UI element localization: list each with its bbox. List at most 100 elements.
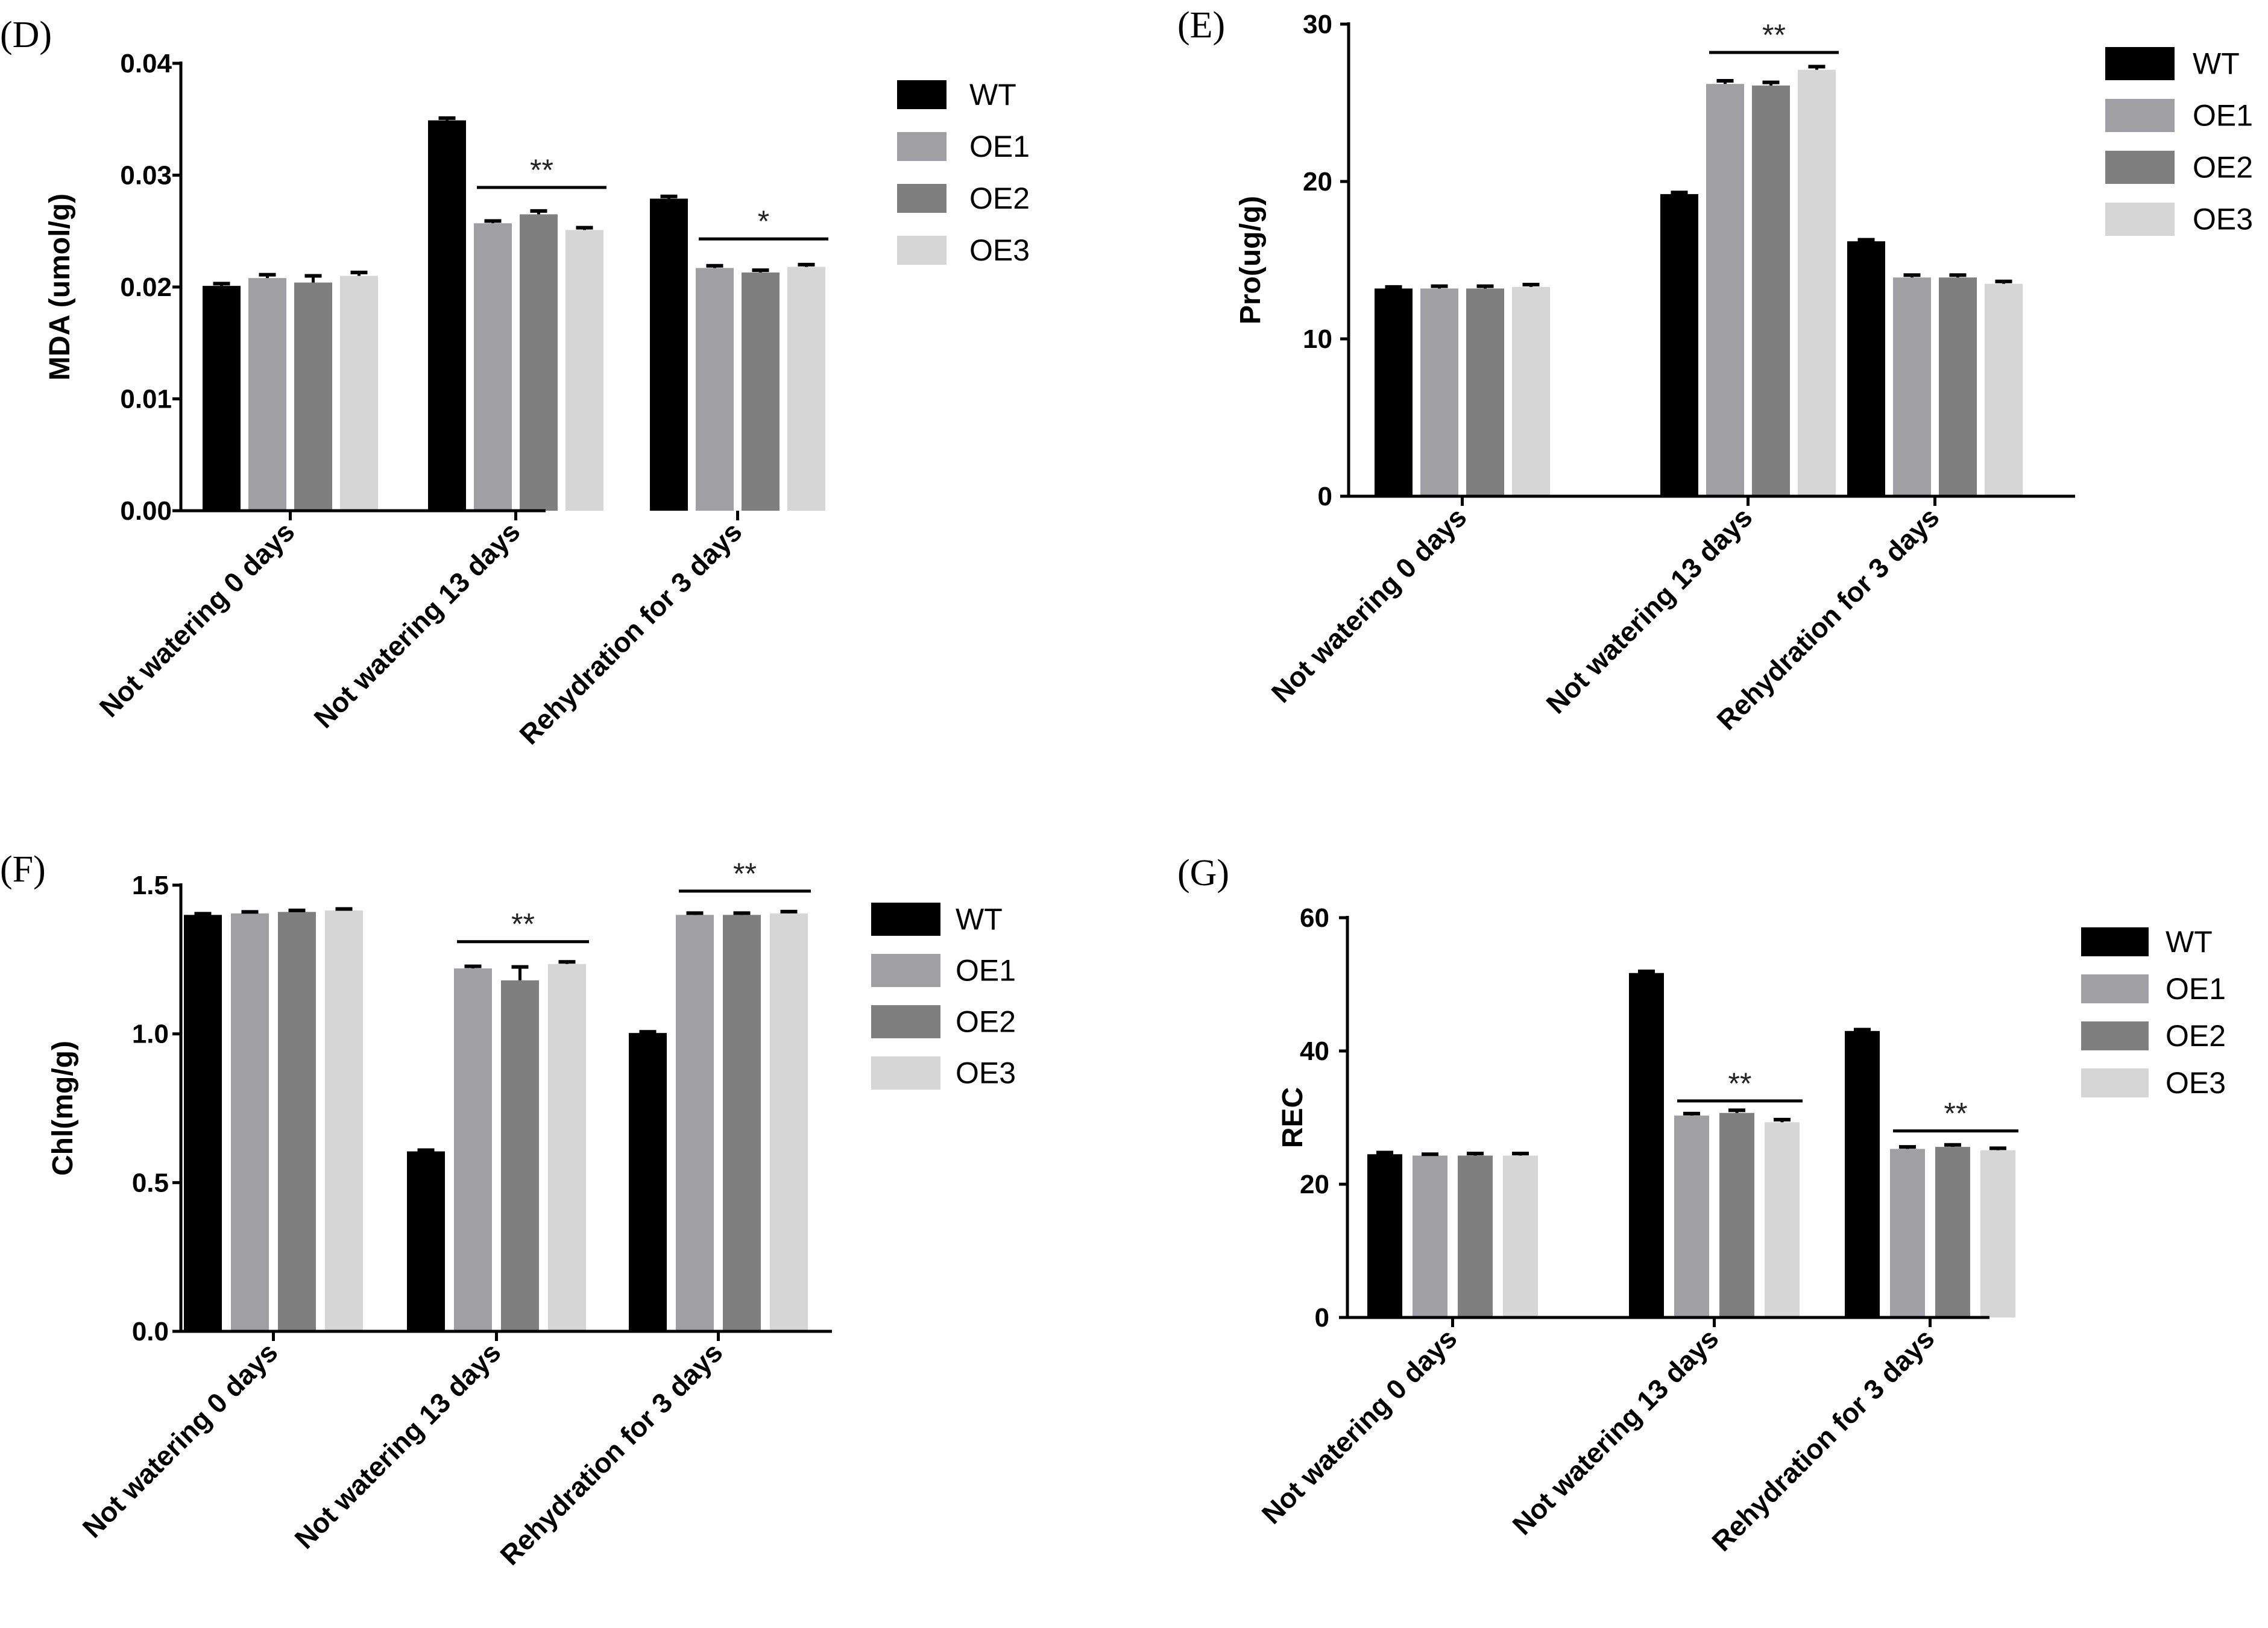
- significance-label: **: [1728, 1067, 1752, 1100]
- bar-wt: [1629, 973, 1664, 1317]
- legend-label: OE1: [956, 954, 1016, 988]
- bar-oe1: [1706, 84, 1744, 496]
- legend-label: OE1: [969, 130, 1030, 163]
- panel-letter: (D): [0, 14, 52, 55]
- x-category-label: Rehydration for 3 days: [494, 1336, 728, 1571]
- x-category-label: Not watering 13 days: [1540, 501, 1758, 719]
- legend-label: WT: [2193, 47, 2240, 81]
- chart-panel-4: (G) REC ** ** 0 20 40 60 Not watering 0 days Not …: [1177, 853, 2226, 1557]
- bar-oe1: [1893, 277, 1931, 496]
- bar-oe3: [548, 964, 586, 1331]
- legend-label: OE2: [2166, 1019, 2226, 1053]
- x-category-label: Not watering 0 days: [1256, 1322, 1463, 1530]
- bar-oe1: [474, 223, 512, 511]
- y-tick-label: 0.03: [120, 161, 172, 191]
- y-tick-label: 20: [1300, 1170, 1329, 1199]
- bar-wt: [407, 1151, 445, 1331]
- x-category-label: Not watering 13 days: [307, 516, 526, 734]
- legend: WT OE1 OE2 OE3: [2105, 47, 2253, 236]
- y-axis-title: REC: [1277, 1087, 1309, 1148]
- panel-letter: (E): [1177, 5, 1225, 46]
- y-tick-label: 0.01: [120, 385, 172, 414]
- y-axis-title: MDA (umol/g): [44, 194, 76, 380]
- bar-wt: [184, 915, 222, 1331]
- bar-oe3: [325, 910, 363, 1331]
- legend: WT OE1 OE2 OE3: [871, 903, 1016, 1090]
- chart-panel-3: (F) Chl(mg/g) ** ** 0.0 0.5 1.0 1.5 Not watering…: [0, 849, 1016, 1571]
- legend-swatch-oe3: [2105, 203, 2175, 236]
- bar-oe1: [1674, 1115, 1709, 1317]
- legend-swatch-oe3: [871, 1056, 940, 1090]
- legend-label: WT: [956, 903, 1003, 936]
- bar-wt: [1375, 288, 1413, 496]
- x-category-label: Rehydration for 3 days: [1710, 501, 1945, 736]
- legend-label: OE3: [956, 1056, 1016, 1090]
- bar-wt: [1367, 1154, 1402, 1317]
- bar-oe2: [1466, 288, 1504, 496]
- bar-oe3: [1765, 1122, 1800, 1317]
- bar-oe3: [565, 230, 603, 511]
- y-tick-label: 30: [1303, 10, 1332, 39]
- panel-letter: (F): [0, 849, 46, 890]
- y-tick-label: 20: [1303, 167, 1332, 197]
- bar-oe1: [1890, 1149, 1925, 1317]
- bar-oe1: [696, 268, 734, 511]
- legend-label: OE1: [2166, 972, 2226, 1006]
- significance-label: **: [1944, 1097, 1968, 1131]
- bar-oe3: [1503, 1155, 1538, 1317]
- y-tick-label: 40: [1300, 1036, 1329, 1066]
- legend-swatch-oe2: [871, 1005, 940, 1038]
- bar-oe2: [1719, 1112, 1754, 1317]
- y-tick-label: 0.0: [132, 1317, 169, 1346]
- bar-wt: [1660, 194, 1698, 496]
- bar-wt: [629, 1033, 667, 1331]
- legend-label: OE3: [2166, 1066, 2226, 1100]
- y-tick-label: 0.00: [120, 496, 172, 526]
- y-tick-label: 1.0: [132, 1020, 169, 1049]
- panel-letter: (G): [1177, 853, 1229, 894]
- bar-oe2: [742, 272, 780, 511]
- legend-label: OE3: [2193, 203, 2253, 236]
- significance-label: **: [511, 907, 535, 941]
- x-category-label: Rehydration for 3 days: [513, 516, 748, 750]
- bar-oe2: [723, 915, 761, 1331]
- x-category-label: Not watering 13 days: [1506, 1322, 1724, 1541]
- legend-swatch-wt: [897, 80, 947, 109]
- bar-oe2: [1939, 277, 1977, 496]
- y-tick-label: 60: [1300, 903, 1329, 933]
- significance-label: **: [1762, 18, 1786, 52]
- legend-label: WT: [969, 78, 1016, 112]
- x-category-label: Not watering 0 days: [93, 516, 301, 723]
- y-tick-label: 0: [1318, 482, 1332, 511]
- bar-oe2: [501, 980, 539, 1331]
- bar-oe2: [1458, 1155, 1493, 1317]
- y-tick-label: 1.5: [132, 871, 169, 900]
- bar-oe1: [1413, 1155, 1447, 1317]
- bar-oe2: [278, 912, 316, 1331]
- legend-swatch-oe1: [2105, 99, 2175, 132]
- bar-oe1: [676, 915, 714, 1331]
- legend-swatch-wt: [2081, 927, 2149, 956]
- x-category-label: Not watering 0 days: [1265, 501, 1473, 708]
- legend-label: OE2: [2193, 151, 2253, 185]
- bar-wt: [428, 120, 466, 511]
- bar-oe1: [248, 278, 286, 511]
- legend-swatch-oe2: [2105, 151, 2175, 184]
- bar-oe3: [1985, 283, 2023, 496]
- bar-oe3: [787, 267, 825, 511]
- legend: WT OE1 OE2 OE3: [2081, 925, 2226, 1100]
- y-axis-title: Chl(mg/g): [47, 1041, 79, 1176]
- bar-wt: [1847, 241, 1885, 496]
- bar-wt: [203, 286, 241, 511]
- y-tick-label: 0.02: [120, 273, 172, 302]
- bar-oe1: [1420, 288, 1458, 496]
- chart-panel-2: (E) Pro(ug/g) ** 0 10 20 30 Not watering 0 days…: [1177, 5, 2253, 736]
- legend-label: OE3: [969, 233, 1030, 267]
- bar-oe3: [1980, 1150, 2015, 1317]
- legend: WT OE1 OE2 OE3: [897, 78, 1030, 267]
- legend-swatch-oe2: [897, 184, 947, 213]
- bar-oe1: [231, 913, 269, 1331]
- y-tick-label: 0.04: [120, 49, 172, 78]
- x-category-label: Not watering 0 days: [77, 1336, 284, 1544]
